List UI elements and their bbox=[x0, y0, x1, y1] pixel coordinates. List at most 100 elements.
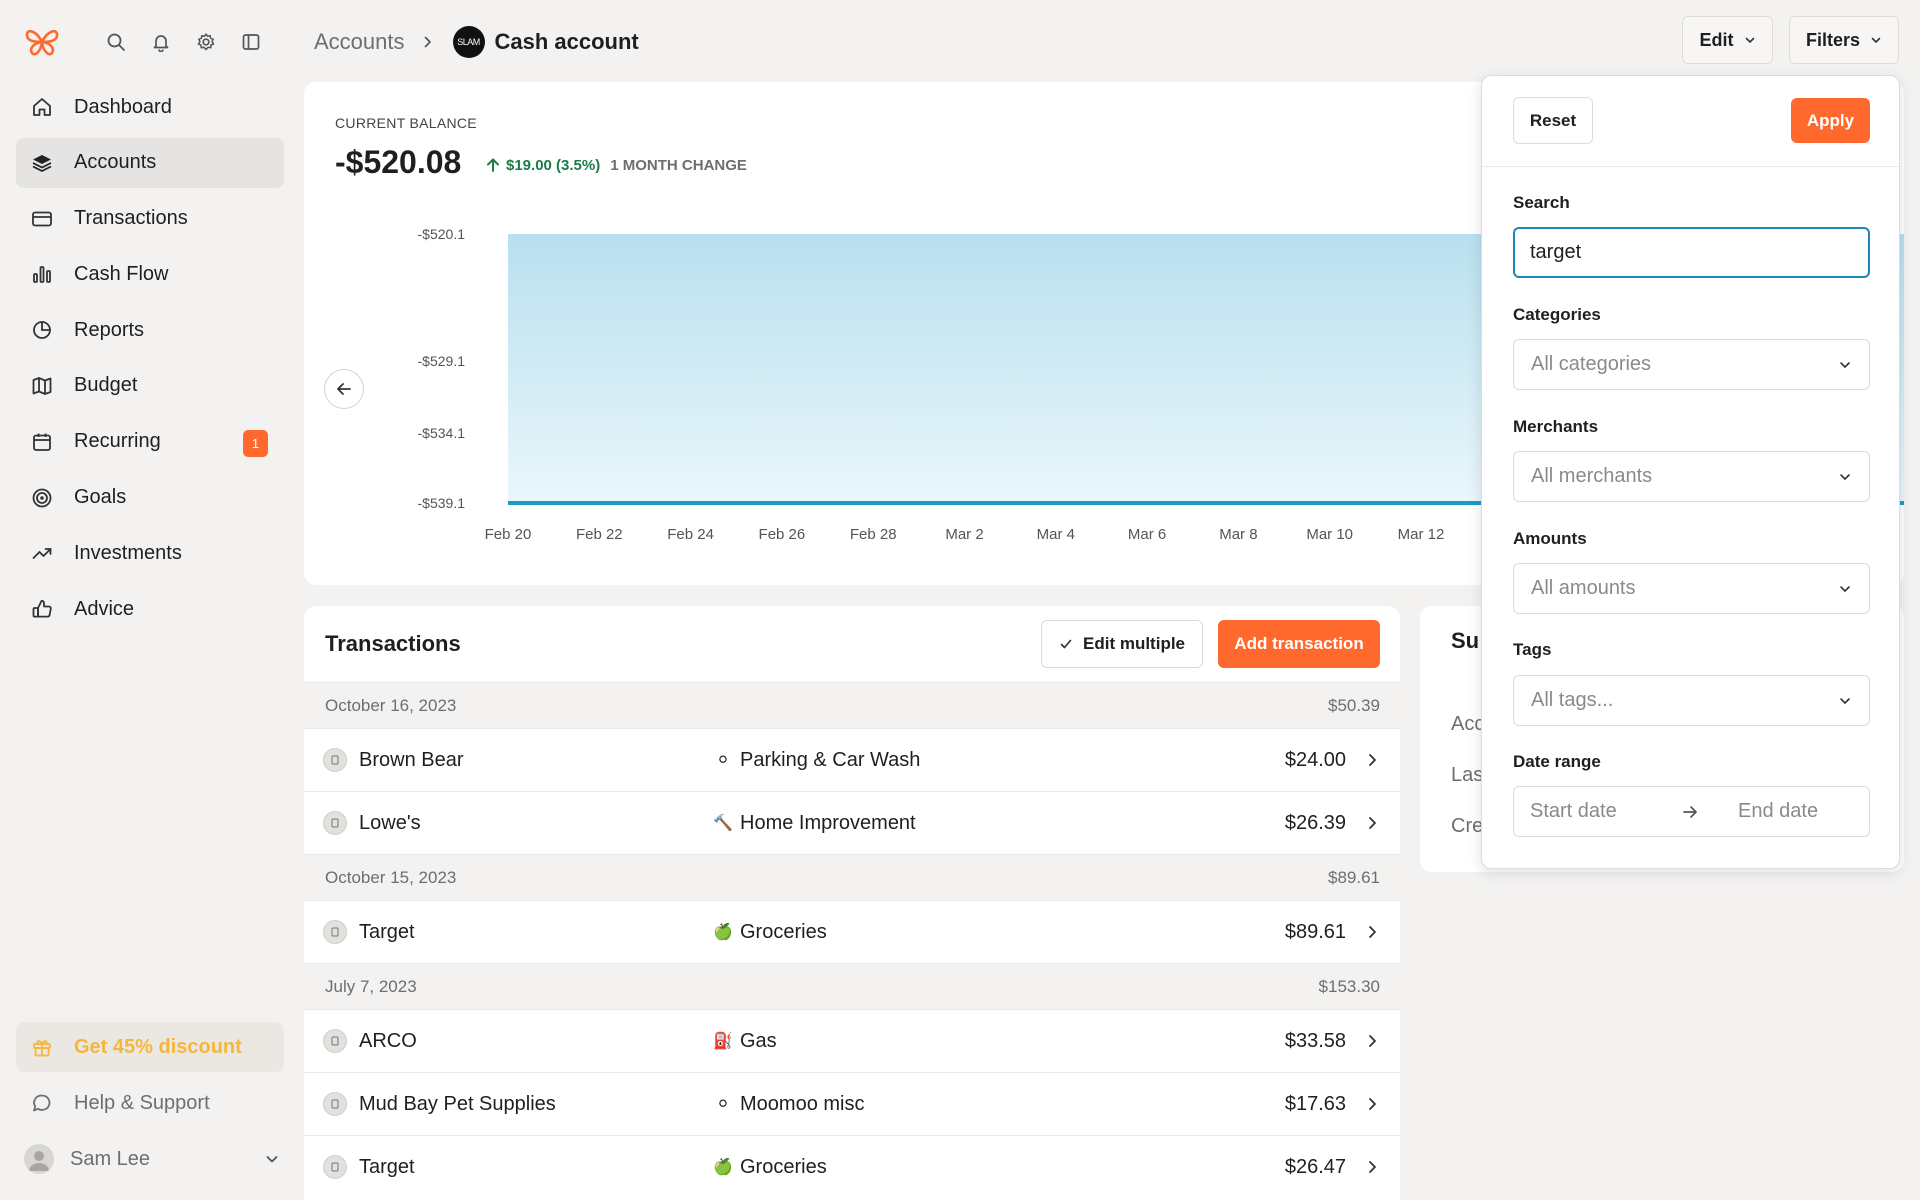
search-input[interactable] bbox=[1513, 227, 1870, 278]
category-emoji-icon: 🍏 bbox=[713, 1159, 733, 1176]
transaction-amount: $26.47 bbox=[1284, 1155, 1346, 1178]
sidebar-item-cash-flow[interactable]: Cash Flow bbox=[16, 249, 284, 299]
chevron-down-icon bbox=[1838, 582, 1852, 596]
edit-dropdown-button[interactable]: Edit bbox=[1682, 16, 1773, 64]
summary-line: Las bbox=[1451, 764, 1484, 786]
merchant-logo-icon bbox=[323, 1092, 347, 1116]
search-icon[interactable] bbox=[102, 28, 130, 56]
edit-multiple-button[interactable]: Edit multiple bbox=[1041, 620, 1203, 668]
chart-back-button[interactable] bbox=[324, 369, 364, 409]
group-date: October 15, 2023 bbox=[325, 867, 457, 887]
merchant-logo-icon bbox=[323, 920, 347, 944]
table-row[interactable]: Target 🍏 Groceries $89.61 bbox=[304, 900, 1400, 963]
user-menu[interactable]: Sam Lee bbox=[24, 1138, 280, 1180]
category-name: Parking & Car Wash bbox=[740, 748, 921, 771]
sidebar-item-recurring[interactable]: Recurring 1 bbox=[16, 417, 284, 467]
merchant-logo-icon bbox=[323, 748, 347, 772]
merchants-select-value: All merchants bbox=[1531, 465, 1653, 487]
merchants-select[interactable]: All merchants bbox=[1513, 451, 1870, 502]
bell-icon[interactable] bbox=[147, 28, 175, 56]
sidebar-item-reports[interactable]: Reports bbox=[16, 305, 284, 355]
edit-multiple-label: Edit multiple bbox=[1083, 634, 1185, 653]
sidebar-toggle-icon[interactable] bbox=[237, 28, 265, 56]
x-tick-label: Mar 4 bbox=[1037, 526, 1075, 543]
sidebar-nav: Dashboard Accounts Transactions Cash Flo… bbox=[16, 82, 284, 640]
butterfly-logo-icon[interactable] bbox=[22, 22, 62, 62]
tags-select[interactable]: All tags... bbox=[1513, 675, 1870, 726]
categories-label: Categories bbox=[1513, 305, 1601, 324]
table-row[interactable]: Target 🍏 Groceries $26.47 bbox=[304, 1135, 1400, 1198]
category-name: Home Improvement bbox=[740, 811, 916, 834]
chevron-right-icon bbox=[421, 35, 435, 49]
table-row[interactable]: Brown Bear ⚪ Parking & Car Wash $24.00 bbox=[304, 728, 1400, 791]
amounts-select[interactable]: All amounts bbox=[1513, 563, 1870, 614]
sidebar-item-advice[interactable]: Advice bbox=[16, 584, 284, 634]
trending-up-icon bbox=[30, 541, 54, 565]
help-support-link[interactable]: Help & Support bbox=[16, 1078, 284, 1128]
breadcrumb-accounts-link[interactable]: Accounts bbox=[314, 29, 405, 54]
discount-promo-button[interactable]: Get 45% discount bbox=[16, 1022, 284, 1072]
start-date-field[interactable]: Start date bbox=[1530, 800, 1617, 822]
x-tick-label: Feb 26 bbox=[759, 526, 806, 543]
calendar-icon bbox=[30, 430, 54, 454]
summary-line: Acc bbox=[1451, 713, 1485, 735]
chevron-down-icon bbox=[1870, 34, 1882, 46]
table-row[interactable]: Lowe's 🔨 Home Improvement $26.39 bbox=[304, 791, 1400, 854]
categories-select-value: All categories bbox=[1531, 353, 1652, 375]
map-icon bbox=[30, 374, 54, 398]
sidebar-item-investments[interactable]: Investments bbox=[16, 528, 284, 578]
sidebar-item-accounts[interactable]: Accounts bbox=[16, 137, 284, 188]
target-icon bbox=[30, 486, 54, 510]
sidebar-item-label: Transactions bbox=[74, 207, 188, 230]
sidebar-item-budget[interactable]: Budget bbox=[16, 361, 284, 411]
merchant-logo-icon bbox=[323, 1029, 347, 1053]
group-total: $89.61 bbox=[1328, 867, 1380, 887]
group-date: October 16, 2023 bbox=[325, 695, 457, 715]
sidebar-item-goals[interactable]: Goals bbox=[16, 473, 284, 523]
filters-label: Filters bbox=[1805, 29, 1861, 50]
table-row[interactable]: Mud Bay Pet Supplies ⚪ Moomoo misc $17.63 bbox=[304, 1072, 1400, 1135]
apply-button[interactable]: Apply bbox=[1791, 98, 1870, 143]
chevron-right-icon bbox=[1364, 1159, 1380, 1175]
add-transaction-button[interactable]: Add transaction bbox=[1218, 620, 1380, 668]
y-tick-label: -$529.1 bbox=[418, 353, 466, 369]
recurring-count-badge: 1 bbox=[243, 429, 268, 457]
table-row[interactable]: ARCO ⛽ Gas $33.58 bbox=[304, 1009, 1400, 1072]
group-date: July 7, 2023 bbox=[325, 976, 417, 996]
merchant-logo-icon bbox=[323, 811, 347, 835]
chevron-down-icon bbox=[1838, 694, 1852, 708]
x-tick-label: Feb 28 bbox=[850, 526, 897, 543]
transactions-title: Transactions bbox=[325, 631, 461, 656]
gift-icon bbox=[30, 1035, 54, 1059]
merchant-name: Brown Bear bbox=[359, 748, 464, 771]
sidebar-item-label: Cash Flow bbox=[74, 262, 169, 285]
arrow-left-icon bbox=[337, 383, 351, 395]
sidebar-item-transactions[interactable]: Transactions bbox=[16, 194, 284, 244]
merchants-label: Merchants bbox=[1513, 417, 1599, 436]
arrow-right-icon bbox=[1681, 803, 1699, 821]
transaction-date-group: October 15, 2023 $89.61 bbox=[304, 854, 1400, 900]
end-date-field[interactable]: End date bbox=[1738, 800, 1819, 822]
chevron-right-icon bbox=[1364, 1096, 1380, 1112]
transaction-amount: $33.58 bbox=[1284, 1029, 1346, 1052]
category-emoji-icon: 🍏 bbox=[713, 924, 733, 941]
date-range-picker: Start date End date bbox=[1513, 786, 1870, 837]
gear-icon[interactable] bbox=[192, 28, 220, 56]
balance-change-value: $19.00 (3.5%) bbox=[506, 156, 601, 174]
group-total: $153.30 bbox=[1318, 976, 1380, 996]
reset-button[interactable]: Reset bbox=[1513, 97, 1593, 144]
sidebar-item-label: Dashboard bbox=[74, 95, 172, 118]
filters-popover: Reset Apply Search Categories All catego… bbox=[1481, 75, 1900, 869]
y-tick-label: -$534.1 bbox=[418, 425, 466, 441]
home-icon bbox=[30, 95, 54, 119]
date-range-label: Date range bbox=[1513, 752, 1601, 771]
edit-label: Edit bbox=[1699, 29, 1734, 50]
credit-card-icon bbox=[30, 207, 54, 231]
account-logo: SLAM bbox=[452, 26, 485, 58]
filters-dropdown-button[interactable]: Filters bbox=[1789, 16, 1899, 64]
categories-select[interactable]: All categories bbox=[1513, 339, 1870, 390]
sidebar-item-dashboard[interactable]: Dashboard bbox=[16, 82, 284, 132]
sidebar: Dashboard Accounts Transactions Cash Flo… bbox=[0, 0, 300, 1200]
x-tick-label: Mar 10 bbox=[1306, 526, 1353, 543]
sidebar-item-label: Accounts bbox=[74, 151, 157, 174]
